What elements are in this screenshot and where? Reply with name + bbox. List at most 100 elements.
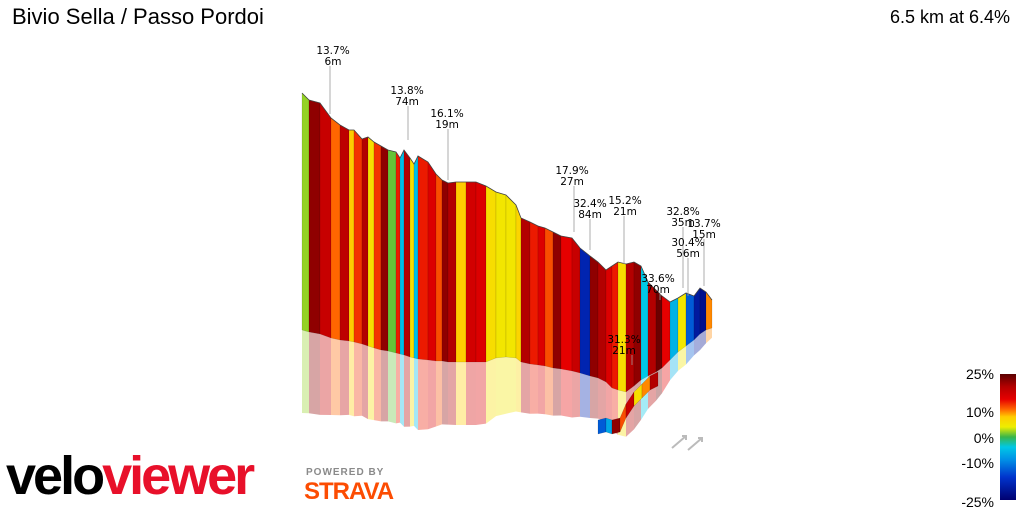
profile-segment [625, 261, 635, 393]
profile-reflection [428, 360, 436, 430]
profile-segment [387, 149, 397, 354]
profile-reflection [331, 338, 340, 416]
annotation-grade: 30.4% [671, 237, 704, 249]
profile-reflection [456, 362, 466, 425]
profile-segment [647, 281, 657, 377]
profile-reflection [368, 346, 374, 421]
profile-reflection [506, 357, 516, 414]
profile-reflection [598, 378, 606, 422]
profile-segment [611, 261, 619, 391]
profile-reflection [466, 362, 476, 425]
profile-reflection [381, 350, 388, 422]
profile-reflection [580, 373, 590, 418]
profile-reflection [448, 362, 456, 425]
profile-segment [571, 237, 581, 374]
profile-segment [301, 92, 310, 333]
profile-segment [465, 181, 477, 363]
profile-segment [319, 102, 332, 339]
profile-reflection [590, 376, 598, 419]
profile-segment [427, 161, 437, 362]
profile-reflection [706, 328, 712, 344]
profile-segment [475, 181, 487, 363]
annotation-grade: 15.2% [608, 195, 641, 207]
profile-segment [552, 231, 562, 370]
annotation-grade: 13.7% [687, 218, 720, 230]
profile-segment [597, 417, 607, 435]
profile-segment [705, 291, 713, 331]
profile-reflection [400, 354, 404, 427]
profile-segment [413, 155, 419, 360]
profile-reflection [414, 358, 418, 431]
annotation-length: 35m [671, 217, 695, 229]
strava-logo: STRAVA [304, 478, 394, 505]
profile-segment [395, 151, 401, 355]
profile-segment [649, 371, 659, 391]
profile-reflection [396, 353, 400, 424]
profile-segment [605, 417, 613, 435]
profile-segment [308, 99, 321, 335]
profile-segment [579, 247, 591, 377]
profile-segment [693, 287, 701, 341]
profile-reflection [545, 366, 553, 416]
profile-reflection [320, 334, 331, 415]
segment-summary: 6.5 km at 6.4% [889, 7, 1010, 27]
annotation-length: 6m [325, 56, 342, 68]
profile-segment [403, 149, 411, 358]
legend-label-10: 10% [965, 404, 994, 420]
profile-reflection [521, 362, 530, 414]
grade-color-scale [1000, 374, 1016, 500]
profile-segment [560, 235, 573, 372]
profile-segment [685, 292, 695, 347]
profile-segment [380, 145, 389, 352]
legend-label-min: -25% [961, 494, 994, 510]
annotation-grade: 13.8% [390, 85, 423, 97]
profile-segment [661, 295, 671, 369]
profile-segment [589, 255, 599, 379]
profile-reflection [309, 332, 320, 415]
profile-segment [353, 129, 363, 345]
legend-label-0: 0% [973, 430, 994, 446]
annotation-length: 56m [676, 248, 700, 260]
profile-reflection [700, 330, 706, 351]
profile-reflection [302, 330, 309, 414]
profile-ridge [301, 92, 713, 303]
profile-segment [529, 221, 539, 366]
profile-reflection [362, 344, 368, 420]
legend-label-max: 25% [965, 366, 994, 382]
annotation-grade: 13.7% [316, 45, 349, 57]
profile-segment [633, 261, 642, 387]
profile-reflection [561, 369, 572, 418]
profile-reflection [694, 334, 700, 356]
profile-reflection [572, 371, 580, 418]
profile-reflection [354, 342, 362, 417]
annotation-length: 74m [395, 96, 419, 108]
profile-segment [399, 149, 405, 356]
profile-segment [455, 181, 467, 363]
profile-segment [677, 292, 687, 353]
profile-segment [537, 225, 546, 367]
profile-segment [495, 191, 507, 359]
profile-reflection [686, 340, 694, 365]
profile-segment [611, 417, 621, 435]
profile-segment [330, 117, 341, 341]
annotation-length: 19m [435, 119, 459, 131]
profile-reflection [374, 348, 381, 422]
profile-segment [520, 217, 531, 365]
profile-segment [617, 261, 627, 393]
profile-reflection [553, 368, 561, 416]
profile-reflection [678, 346, 686, 371]
direction-arrow-icon [671, 435, 703, 451]
profile-segment [373, 141, 382, 351]
profile-reflection [442, 361, 448, 425]
profile-segment [367, 136, 375, 349]
annotation-grade: 32.4% [573, 198, 606, 210]
annotation-grade: 16.1% [430, 108, 463, 120]
profile-reflection [404, 355, 410, 427]
profile-reflection [662, 360, 670, 394]
segment-title: Bivio Sella / Passo Pordoi [12, 4, 264, 29]
profile-segment [544, 227, 554, 369]
annotation-length: 70m [646, 284, 670, 296]
profile-reflection [670, 352, 678, 381]
annotation-grade: 33.6% [641, 273, 674, 285]
